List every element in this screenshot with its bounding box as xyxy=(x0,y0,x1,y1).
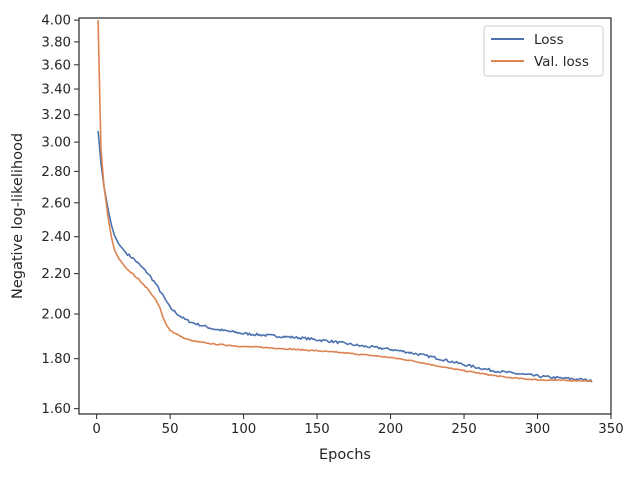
y-tick-label: 2.80 xyxy=(41,165,71,180)
x-tick-label: 0 xyxy=(92,422,100,437)
y-tick-label: 2.40 xyxy=(41,230,71,245)
y-tick-label: 2.60 xyxy=(41,196,71,211)
y-axis-title: Negative log-likelihood xyxy=(10,133,26,299)
x-axis-title: Epochs xyxy=(319,447,371,463)
y-tick-label: 3.40 xyxy=(41,83,71,98)
y-tick-label: 2.00 xyxy=(41,308,71,323)
legend-label: Val. loss xyxy=(534,54,589,70)
y-tick-label: 4.00 xyxy=(41,14,71,29)
x-tick-label: 250 xyxy=(451,422,476,437)
y-tick-label: 3.20 xyxy=(41,108,71,123)
plot-frame xyxy=(78,17,612,415)
y-tick-label: 3.60 xyxy=(41,58,71,73)
y-axis: 1.60 1.80 2.00 2.20 2.40 2.60 2.80 3.00 3.20 3.40… xyxy=(41,14,79,417)
y-tick-label: 3.00 xyxy=(41,136,71,151)
x-tick-label: 50 xyxy=(162,422,179,437)
y-tick-label: 1.80 xyxy=(41,352,71,367)
legend-label: Loss xyxy=(534,32,564,48)
x-tick-label: 200 xyxy=(378,422,403,437)
legend: Loss Val. loss xyxy=(483,25,604,77)
x-tick-label: 350 xyxy=(598,422,623,437)
series-line-loss xyxy=(97,130,593,383)
x-tick-label: 100 xyxy=(231,422,256,437)
x-axis: 0 50 100 150 200 250 300 350 xyxy=(92,414,624,437)
series-layer xyxy=(97,20,593,383)
series-line-val-loss xyxy=(97,20,593,383)
y-tick-label: 3.80 xyxy=(41,35,71,50)
x-tick-label: 300 xyxy=(525,422,550,437)
x-tick-label: 150 xyxy=(304,422,329,437)
y-tick-label: 1.60 xyxy=(41,402,71,417)
y-tick-label: 2.20 xyxy=(41,267,71,282)
